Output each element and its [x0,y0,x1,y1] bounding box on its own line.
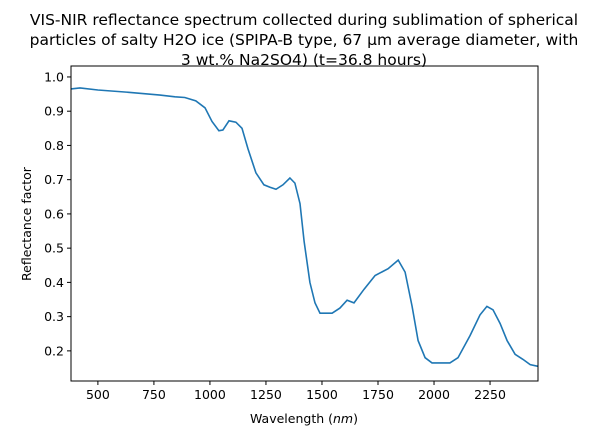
y-tick-label: 0.7 [44,172,64,187]
chart-title-line-2: particles of salty H2O ice (SPIPA-B type… [30,31,579,49]
x-tick-label: 1000 [194,387,226,402]
x-tick-label: 1750 [362,387,394,402]
chart-title-line-3: 3 wt.% Na2SO4) (t=36.8 hours) [181,51,427,69]
chart-title-line-1: VIS-NIR reflectance spectrum collected d… [30,11,578,29]
x-tick-label: 2250 [474,387,506,402]
x-tick-label: 2000 [418,387,450,402]
x-tick-label: 500 [86,387,110,402]
x-tick-label: 1250 [250,387,282,402]
x-tick-label: 750 [142,387,166,402]
y-tick-label: 0.5 [44,241,64,256]
y-tick-label: 0.9 [44,104,64,119]
x-axis-label: Wavelength (nm) [250,411,358,426]
y-tick-label: 0.2 [44,343,64,358]
y-tick-label: 0.6 [44,206,64,221]
y-tick-label: 0.4 [44,275,64,290]
plot-frame [70,65,539,382]
x-tick-label: 1500 [306,387,338,402]
spectrum-line [70,87,539,368]
y-axis-label: Reflectance factor [19,166,34,281]
y-tick-label: 0.3 [44,309,64,324]
y-tick-label: 0.8 [44,138,64,153]
y-tick-label: 1.0 [44,69,64,84]
